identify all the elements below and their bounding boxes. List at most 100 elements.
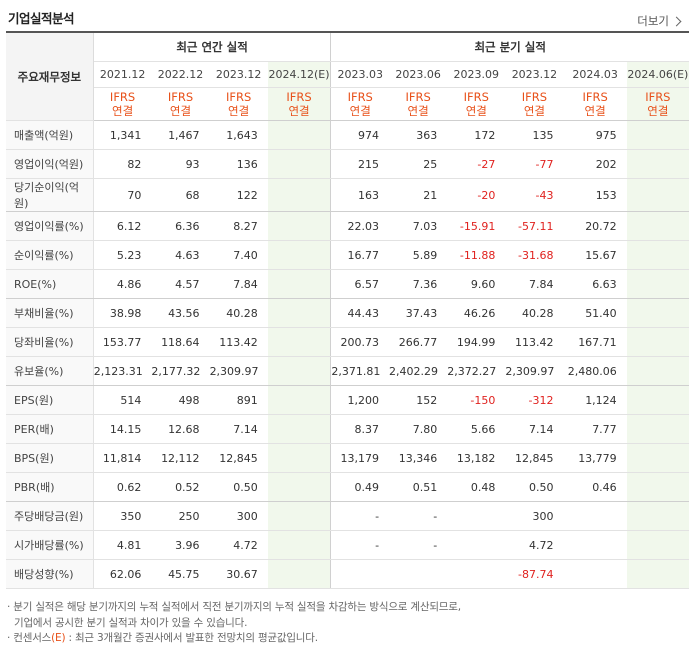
- ifrs-basis-header: IFRS 연결: [447, 87, 506, 121]
- ifrs-label: IFRS: [582, 90, 608, 104]
- consolidated-label: 연결: [169, 104, 192, 118]
- quarter-value-cell: 7.80: [389, 414, 448, 444]
- annual-value-cell: [267, 269, 331, 299]
- annual-period-header: 2023.12: [209, 61, 268, 88]
- quarter-period-header: 2024.06(E): [626, 61, 689, 88]
- quarter-value-cell: 40.28: [505, 298, 564, 328]
- table-row: BPS(원) 11,814 12,112 12,845 13,179 13,346 13,1…: [6, 443, 689, 473]
- quarter-value-cell: -87.74: [505, 559, 564, 589]
- quarter-value-cell: 5.66: [447, 414, 506, 444]
- quarter-value-cell: 266.77: [389, 327, 448, 357]
- table-row: 당기순이익(억원) 70 68 122 163 21 -20 -43 153: [6, 178, 689, 212]
- annual-group-header: 최근 연간 실적: [93, 33, 331, 62]
- quarter-value-cell: [626, 559, 689, 589]
- row-label: PBR(배): [6, 472, 94, 502]
- annual-value-cell: [267, 149, 331, 179]
- quarter-value-cell: 152: [389, 385, 448, 415]
- quarter-value-cell: 4.72: [505, 530, 564, 560]
- quarter-value-cell: [626, 178, 689, 212]
- financial-table: 주요재무정보 최근 연간 실적 최근 분기 실적 2021.12 2022.12 2…: [6, 33, 689, 589]
- quarter-value-cell: [626, 269, 689, 299]
- annual-value-cell: 6.36: [151, 211, 210, 241]
- annual-value-cell: [267, 385, 331, 415]
- ifrs-label: IFRS: [109, 90, 136, 104]
- quarter-value-cell: -: [389, 530, 448, 560]
- annual-value-cell: 0.50: [209, 472, 268, 502]
- quarter-value-cell: 13,346: [389, 443, 448, 473]
- annual-value-cell: 122: [209, 178, 268, 212]
- quarter-value-cell: 6.63: [563, 269, 627, 299]
- consolidated-label: 연결: [288, 104, 310, 118]
- quarter-value-cell: 202: [563, 149, 627, 179]
- quarter-value-cell: 194.99: [447, 327, 506, 357]
- ifrs-label: IFRS: [645, 90, 671, 104]
- quarter-value-cell: 21: [389, 178, 448, 212]
- quarter-value-cell: [626, 356, 689, 386]
- annual-value-cell: 2,177.32: [151, 356, 210, 386]
- quarter-period-header: 2023.12: [505, 61, 564, 88]
- annual-value-cell: [267, 327, 331, 357]
- quarter-value-cell: [563, 530, 627, 560]
- quarter-value-cell: 2,402.29: [389, 356, 448, 386]
- quarter-value-cell: [626, 211, 689, 241]
- quarter-value-cell: 20.72: [563, 211, 627, 241]
- ifrs-basis-header: IFRS 연결: [209, 87, 268, 121]
- quarter-period-header: 2024.03: [563, 61, 627, 88]
- quarter-value-cell: -: [330, 501, 390, 531]
- quarter-value-cell: 2,309.97: [505, 356, 564, 386]
- annual-value-cell: 118.64: [151, 327, 210, 357]
- quarter-value-cell: 113.42: [505, 327, 564, 357]
- quarter-value-cell: 0.49: [330, 472, 390, 502]
- row-label: 매출액(억원): [6, 120, 94, 150]
- annual-value-cell: 4.86: [93, 269, 152, 299]
- quarter-value-cell: 975: [563, 120, 627, 150]
- ifrs-basis-header: IFRS 연결: [389, 87, 448, 121]
- row-label: 주당배당금(원): [6, 501, 94, 531]
- annual-value-cell: 7.84: [209, 269, 268, 299]
- quarter-value-cell: 200.73: [330, 327, 390, 357]
- annual-value-cell: 14.15: [93, 414, 152, 444]
- annual-value-cell: 250: [151, 501, 210, 531]
- consolidated-label: 연결: [111, 104, 134, 118]
- quarter-value-cell: 7.77: [563, 414, 627, 444]
- more-link[interactable]: 더보기: [637, 13, 682, 29]
- quarter-period-header: 2023.03: [330, 61, 390, 88]
- ifrs-basis-header: IFRS 연결: [93, 87, 152, 121]
- ifrs-label: IFRS: [405, 90, 431, 104]
- quarter-value-cell: 363: [389, 120, 448, 150]
- quarter-value-cell: 22.03: [330, 211, 390, 241]
- ifrs-basis-header: IFRS 연결: [505, 87, 564, 121]
- footnote-line-2: 기업에서 공시한 분기 실적과 차이가 있을 수 있습니다.: [14, 616, 248, 629]
- table-row: 주당배당금(원) 350 250 300- -300: [6, 501, 689, 531]
- annual-value-cell: 2,309.97: [209, 356, 268, 386]
- annual-value-cell: [267, 240, 331, 270]
- annual-value-cell: 12.68: [151, 414, 210, 444]
- footnote-3-mark: (E): [51, 632, 66, 644]
- row-label: EPS(원): [6, 385, 94, 415]
- annual-value-cell: 6.12: [93, 211, 152, 241]
- annual-value-cell: 514: [93, 385, 152, 415]
- quarter-value-cell: 37.43: [389, 298, 448, 328]
- annual-value-cell: 45.75: [151, 559, 210, 589]
- consolidated-label: 연결: [523, 104, 546, 118]
- quarter-value-cell: -11.88: [447, 240, 506, 270]
- annual-value-cell: 12,845: [209, 443, 268, 473]
- annual-value-cell: 498: [151, 385, 210, 415]
- quarter-value-cell: 6.57: [330, 269, 390, 299]
- quarter-value-cell: -43: [505, 178, 564, 212]
- ifrs-label: IFRS: [286, 90, 312, 104]
- quarter-value-cell: 13,179: [330, 443, 390, 473]
- quarter-value-cell: -77: [505, 149, 564, 179]
- row-label: 당기순이익(억원): [6, 178, 94, 212]
- quarter-value-cell: 51.40: [563, 298, 627, 328]
- annual-value-cell: 7.40: [209, 240, 268, 270]
- footnote-line-3: · 컨센서스(E) : 최근 3개월간 증권사에서 발표한 전망치의 평균값입니…: [7, 631, 461, 647]
- annual-value-cell: 136: [209, 149, 268, 179]
- footnote-3-suffix: : 최근 3개월간 증권사에서 발표한 전망치의 평균값입니다.: [65, 632, 318, 644]
- annual-value-cell: 300: [209, 501, 268, 531]
- annual-value-cell: [267, 472, 331, 502]
- quarter-value-cell: 1,124: [563, 385, 627, 415]
- table-row: 매출액(억원) 1,341 1,467 1,643 974 363 172 135 975: [6, 120, 689, 150]
- quarter-value-cell: [626, 149, 689, 179]
- annual-value-cell: 93: [151, 149, 210, 179]
